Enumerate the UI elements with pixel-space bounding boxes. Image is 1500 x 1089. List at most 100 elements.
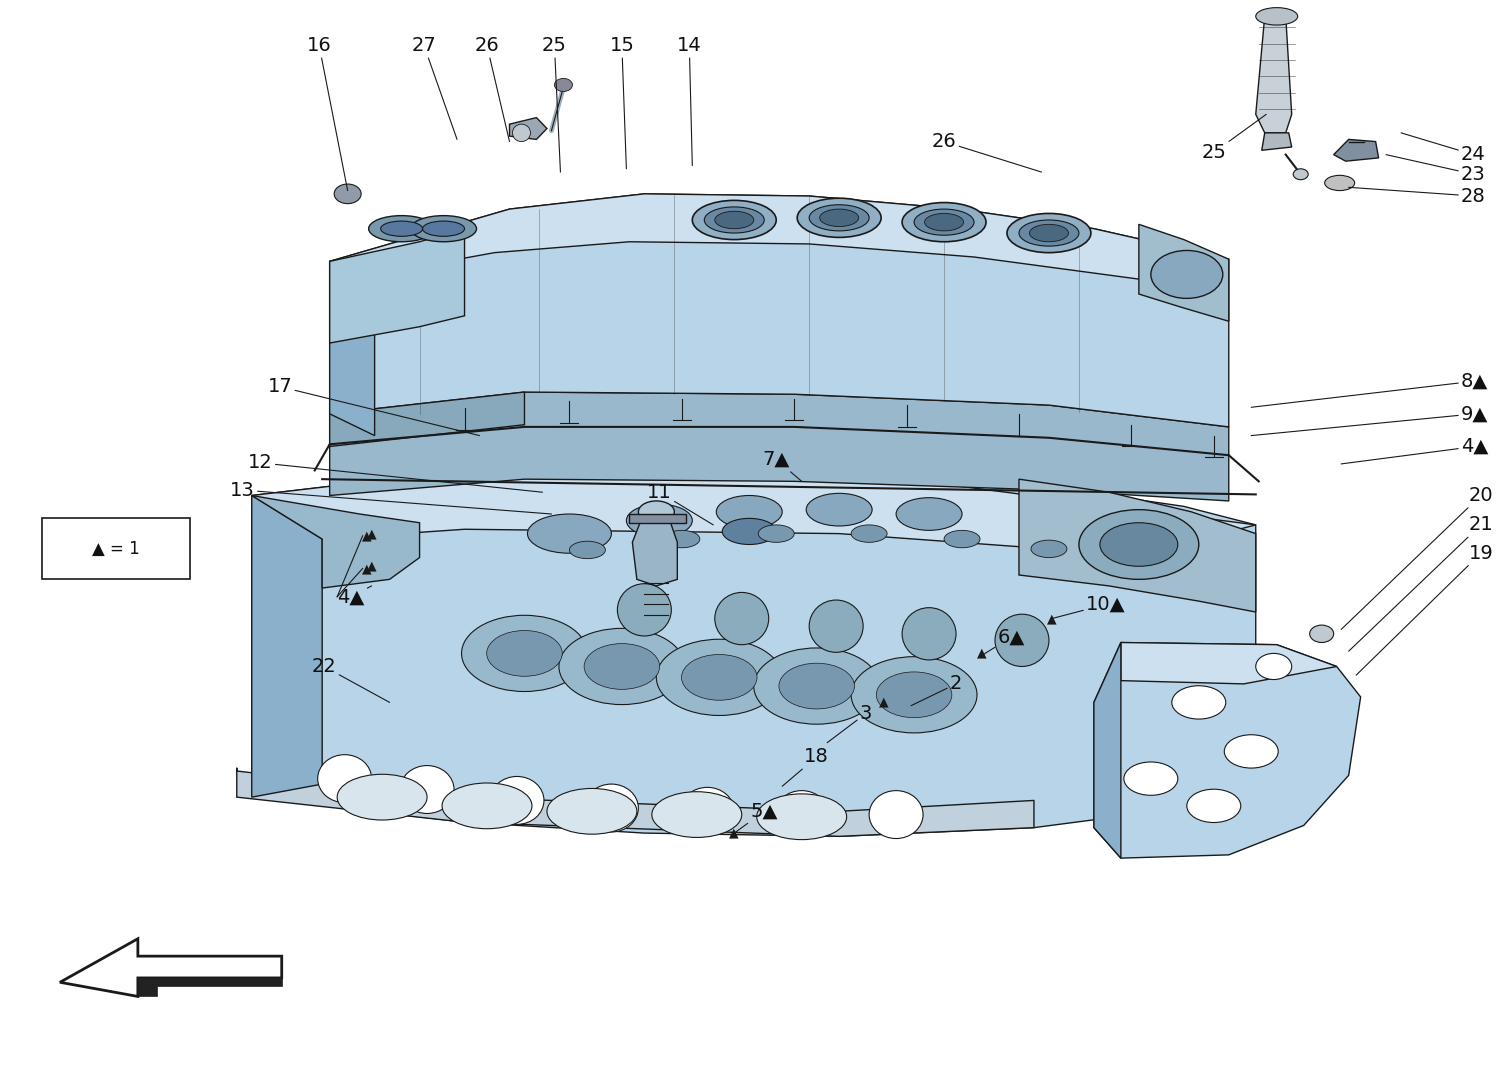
Ellipse shape [756, 794, 846, 840]
Polygon shape [1019, 479, 1256, 612]
Ellipse shape [1019, 220, 1078, 246]
Text: 11: 11 [646, 482, 714, 525]
Ellipse shape [639, 501, 675, 523]
Text: 14: 14 [676, 36, 702, 166]
Ellipse shape [1324, 175, 1354, 191]
Ellipse shape [774, 791, 828, 839]
Ellipse shape [1124, 762, 1178, 795]
Ellipse shape [490, 776, 544, 824]
Ellipse shape [850, 525, 886, 542]
Polygon shape [252, 466, 1256, 836]
Text: 8▲: 8▲ [1251, 371, 1488, 407]
Polygon shape [1262, 133, 1292, 150]
Text: ▲: ▲ [363, 529, 372, 542]
Ellipse shape [716, 211, 753, 229]
Polygon shape [252, 495, 420, 588]
Polygon shape [1334, 139, 1378, 161]
Ellipse shape [753, 648, 879, 724]
Ellipse shape [994, 614, 1048, 666]
Ellipse shape [902, 608, 956, 660]
Ellipse shape [652, 792, 742, 837]
Ellipse shape [717, 495, 782, 528]
Ellipse shape [1256, 8, 1298, 25]
Ellipse shape [528, 514, 612, 553]
Ellipse shape [664, 530, 700, 548]
Ellipse shape [1150, 250, 1222, 298]
Ellipse shape [896, 498, 962, 530]
Text: 26: 26 [474, 36, 510, 142]
Polygon shape [252, 495, 322, 797]
Ellipse shape [1256, 653, 1292, 680]
Ellipse shape [423, 221, 465, 236]
Polygon shape [330, 194, 1228, 283]
Text: 10▲: 10▲ [1052, 595, 1125, 619]
Text: 4▲: 4▲ [1341, 437, 1488, 464]
Ellipse shape [723, 518, 776, 544]
Ellipse shape [944, 530, 980, 548]
Text: 2: 2 [910, 674, 962, 706]
Ellipse shape [381, 221, 423, 236]
FancyBboxPatch shape [42, 518, 190, 579]
Ellipse shape [334, 184, 362, 204]
Polygon shape [510, 118, 548, 139]
Polygon shape [1094, 643, 1120, 858]
Polygon shape [1256, 16, 1292, 133]
Ellipse shape [560, 628, 686, 705]
Text: ▲: ▲ [368, 527, 376, 540]
Polygon shape [138, 978, 282, 996]
Polygon shape [237, 768, 1034, 836]
Ellipse shape [850, 657, 976, 733]
Text: 15: 15 [609, 36, 634, 169]
Text: 28: 28 [1348, 186, 1486, 206]
Ellipse shape [1029, 224, 1068, 242]
Text: 7▲: 7▲ [762, 450, 801, 481]
Text: 3: 3 [827, 703, 873, 743]
Ellipse shape [1030, 540, 1066, 558]
Ellipse shape [1186, 790, 1240, 822]
Ellipse shape [400, 766, 454, 813]
Text: ▲: ▲ [363, 562, 372, 575]
Text: ▲ = 1: ▲ = 1 [93, 540, 140, 558]
Polygon shape [60, 939, 282, 996]
Text: ▲: ▲ [879, 696, 890, 709]
Text: 17: 17 [267, 377, 480, 436]
Text: ▲: ▲ [729, 827, 740, 840]
Ellipse shape [555, 78, 573, 91]
Ellipse shape [1172, 686, 1225, 719]
Text: 4▲: 4▲ [338, 586, 372, 607]
Text: 24: 24 [1401, 133, 1486, 164]
Text: 23: 23 [1386, 155, 1486, 184]
Ellipse shape [585, 784, 639, 832]
Ellipse shape [570, 541, 606, 559]
Ellipse shape [513, 124, 531, 142]
Polygon shape [330, 261, 375, 436]
Ellipse shape [548, 788, 638, 834]
Text: 20: 20 [1341, 486, 1492, 629]
Ellipse shape [618, 584, 672, 636]
Text: 25: 25 [1202, 114, 1266, 162]
Ellipse shape [902, 203, 986, 242]
Ellipse shape [681, 787, 735, 835]
Ellipse shape [796, 198, 880, 237]
Ellipse shape [876, 672, 953, 718]
Text: 26: 26 [932, 132, 1041, 172]
Text: 6▲: 6▲ [981, 627, 1024, 656]
Ellipse shape [808, 600, 862, 652]
Polygon shape [330, 229, 465, 343]
Polygon shape [1120, 643, 1336, 684]
Text: 18: 18 [782, 747, 830, 786]
Ellipse shape [1078, 510, 1198, 579]
Text: ▲: ▲ [976, 647, 987, 660]
Ellipse shape [369, 216, 435, 242]
Ellipse shape [462, 615, 588, 692]
Ellipse shape [1310, 625, 1334, 643]
Ellipse shape [1007, 213, 1090, 253]
Text: 21: 21 [1348, 515, 1494, 651]
Polygon shape [330, 392, 525, 446]
Text: 27: 27 [411, 36, 458, 139]
Ellipse shape [338, 774, 427, 820]
Ellipse shape [1293, 169, 1308, 180]
Ellipse shape [806, 493, 871, 526]
Ellipse shape [681, 654, 758, 700]
Text: 19: 19 [1356, 543, 1494, 675]
